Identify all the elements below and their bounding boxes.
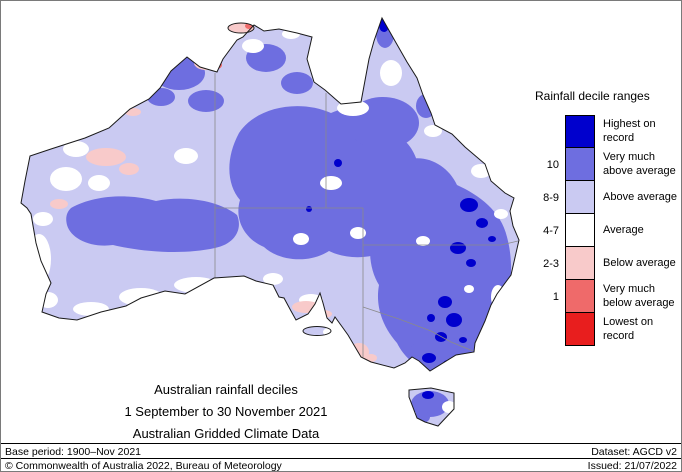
legend-label: Above average [603,190,677,203]
australia-rainfall-deciles-map [20,16,520,427]
legend: Rainfall decile ranges Highest on record… [533,89,681,346]
legend-range: 1 [552,290,559,303]
copyright-text: © Commonwealth of Australia 2022, Bureau… [5,460,282,472]
legend-label: Lowest on record [603,316,654,342]
legend-label: Highest on record [603,118,656,144]
coastline-outline [20,16,520,427]
base-period-text: Base period: 1900–Nov 2021 [5,445,142,458]
legend-row-lowest-on-record: Lowest on record [533,313,681,346]
legend-label: Average [603,223,644,236]
dataset-text: Dataset: AGCD v2 [591,445,677,458]
map-title-line2: 1 September to 30 November 2021 [124,404,328,419]
legend-color-swatch [565,247,595,280]
legend-color-swatch [565,280,595,313]
map-titles: Australian rainfall deciles 1 September … [56,382,396,448]
legend-label: Very much below average [603,283,675,309]
legend-row-very-much-above-average: 10 Very much above average [533,148,681,181]
legend-range: 4-7 [543,224,559,237]
footer-row-copyright: © Commonwealth of Australia 2022, Bureau… [1,458,681,472]
legend-title: Rainfall decile ranges [535,89,650,103]
state-borders [214,73,519,357]
legend-row-very-much-below-average: 1 Very much below average [533,280,681,313]
legend-color-swatch [565,148,595,181]
legend-row-highest-on-record: Highest on record [533,115,681,148]
legend-color-swatch [565,313,595,346]
legend-row-above-average: 8-9 Above average [533,181,681,214]
legend-label: Below average [603,256,676,269]
map-title-line1: Australian rainfall deciles [154,382,298,397]
legend-label: Very much above average [603,151,676,177]
map-area [1,1,546,446]
legend-color-swatch [565,181,595,214]
legend-range: 10 [546,158,559,171]
legend-color-swatch [565,214,595,247]
decile-fill-layer [21,18,519,426]
legend-row-average: 4-7 Average [533,214,681,247]
legend-color-swatch [565,115,595,148]
legend-row-below-average: 2-3 Below average [533,247,681,280]
map-title-line3: Australian Gridded Climate Data [132,426,320,441]
legend-range: 8-9 [543,191,559,204]
issued-text: Issued: 21/07/2022 [587,460,677,472]
footer-row-dataset: Base period: 1900–Nov 2021 Dataset: AGCD… [1,443,681,459]
legend-range: 2-3 [543,257,559,270]
